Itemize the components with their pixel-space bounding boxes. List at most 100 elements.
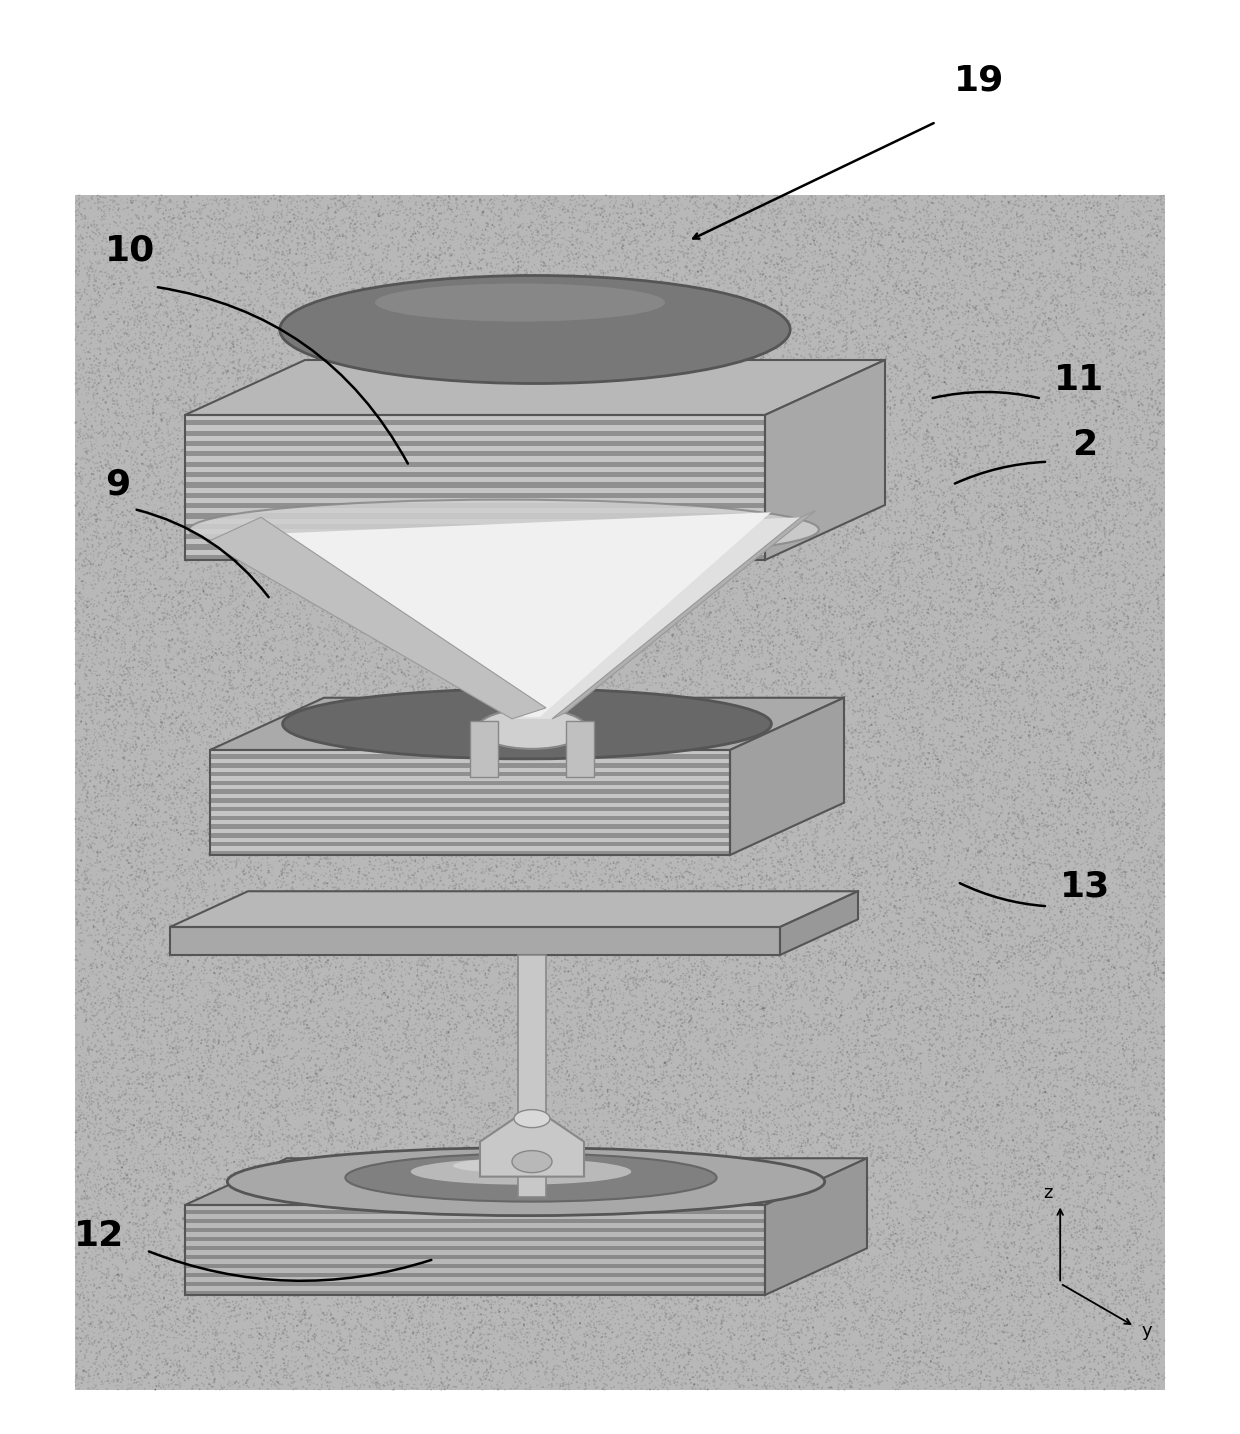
Point xyxy=(801,1368,821,1391)
Point xyxy=(662,437,682,460)
Point xyxy=(1137,531,1157,554)
Point xyxy=(956,796,976,819)
Point xyxy=(293,1291,312,1314)
Point xyxy=(407,665,427,688)
Point xyxy=(432,1008,451,1031)
Point xyxy=(960,264,980,287)
Point xyxy=(780,612,800,635)
Point xyxy=(564,1061,584,1084)
Point xyxy=(955,1311,975,1334)
Point xyxy=(238,1338,258,1361)
Point xyxy=(175,797,195,820)
Point xyxy=(409,185,429,208)
Point xyxy=(1071,551,1091,574)
Point xyxy=(960,238,980,261)
Point xyxy=(185,644,205,667)
Point xyxy=(1011,711,1030,734)
Point xyxy=(165,579,185,602)
Point xyxy=(919,208,939,231)
Point xyxy=(1018,1269,1038,1292)
Point xyxy=(807,597,827,619)
Point xyxy=(825,1259,844,1282)
Point xyxy=(944,1111,963,1134)
Point xyxy=(873,486,893,509)
Point xyxy=(1083,592,1102,615)
Point xyxy=(1058,728,1078,751)
Point xyxy=(843,1256,863,1279)
Point xyxy=(952,799,972,822)
Point xyxy=(754,327,774,350)
Point xyxy=(525,1205,544,1228)
Point xyxy=(1149,511,1169,533)
Point xyxy=(1140,677,1159,700)
Point xyxy=(231,681,250,704)
Point xyxy=(67,1031,87,1054)
Point xyxy=(624,931,644,954)
Point xyxy=(614,521,634,543)
Point xyxy=(1055,1262,1075,1285)
Point xyxy=(733,305,753,328)
Point xyxy=(849,1318,869,1341)
Point xyxy=(812,624,832,647)
Point xyxy=(620,1179,640,1202)
Point xyxy=(283,533,303,556)
Point xyxy=(928,1041,947,1064)
Point xyxy=(418,1186,438,1209)
Point xyxy=(175,202,195,225)
Point xyxy=(672,645,692,668)
Point xyxy=(413,1088,433,1111)
Point xyxy=(207,1319,227,1342)
Point xyxy=(595,199,615,222)
Point xyxy=(1149,728,1169,751)
Point xyxy=(1042,313,1061,336)
Point xyxy=(180,304,200,327)
Point xyxy=(975,529,994,552)
Point xyxy=(1003,1080,1023,1103)
Point xyxy=(761,1076,781,1098)
Point xyxy=(267,749,286,771)
Point xyxy=(967,569,987,592)
Point xyxy=(993,455,1013,478)
Point xyxy=(776,432,796,455)
Point xyxy=(88,1220,108,1243)
Point xyxy=(1123,185,1143,208)
Point xyxy=(293,1291,312,1314)
Point xyxy=(319,1192,339,1215)
Point xyxy=(1137,341,1157,364)
Point xyxy=(187,1180,207,1203)
Point xyxy=(822,1229,842,1252)
Point xyxy=(255,272,275,295)
Point xyxy=(191,404,211,427)
Point xyxy=(806,760,826,783)
Point xyxy=(926,1285,946,1308)
Point xyxy=(481,847,501,870)
Point xyxy=(324,839,343,862)
Point xyxy=(677,268,697,291)
Point xyxy=(533,456,553,479)
Point xyxy=(94,227,114,250)
Point xyxy=(983,331,1003,354)
Point xyxy=(694,777,714,800)
Point xyxy=(326,1078,346,1101)
Point xyxy=(1105,1253,1125,1276)
Point xyxy=(336,929,356,952)
Point xyxy=(174,956,193,979)
Point xyxy=(949,526,968,549)
Point xyxy=(329,1043,348,1065)
Point xyxy=(884,522,904,545)
Point xyxy=(978,214,998,237)
Point xyxy=(279,903,299,926)
Point xyxy=(234,1005,254,1028)
Point xyxy=(915,1220,935,1243)
Point xyxy=(429,883,449,906)
Point xyxy=(326,214,346,237)
Point xyxy=(262,1070,281,1093)
Point xyxy=(745,704,765,727)
Point xyxy=(474,663,494,685)
Point xyxy=(966,843,986,866)
Point xyxy=(267,1174,286,1197)
Point xyxy=(84,523,104,546)
Point xyxy=(366,1001,386,1024)
Point xyxy=(596,205,616,228)
Point xyxy=(487,744,507,767)
